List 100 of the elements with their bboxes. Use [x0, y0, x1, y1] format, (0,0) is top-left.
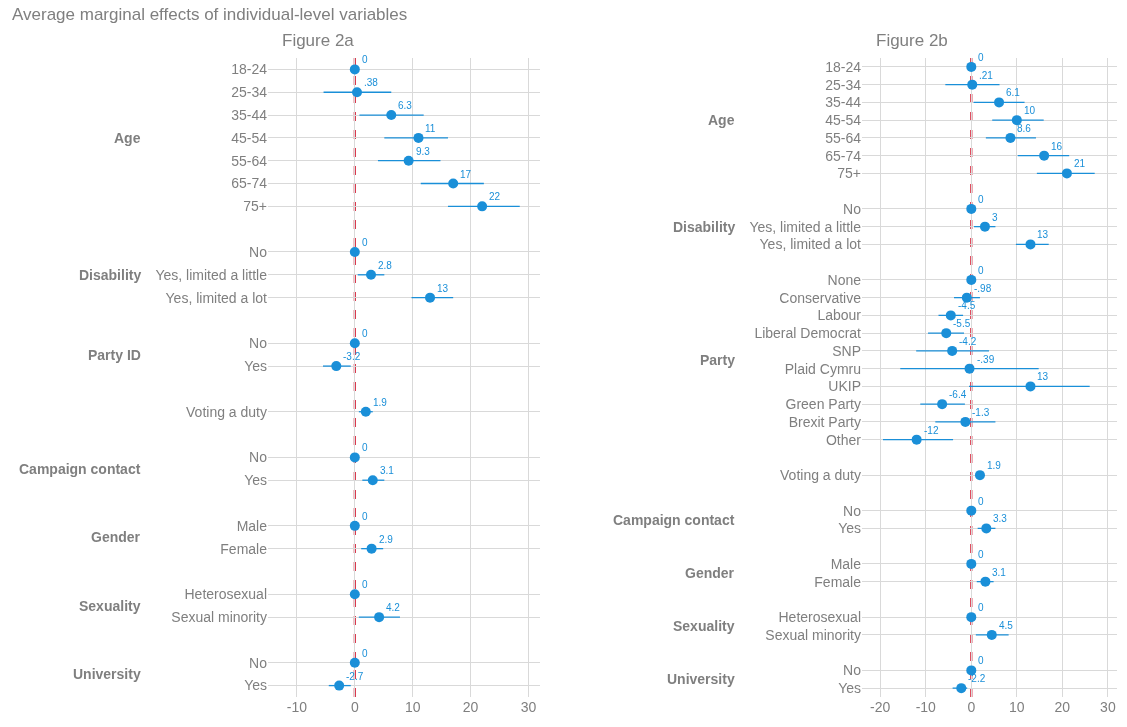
data-label: 0 [978, 265, 984, 276]
y-tick-label: UKIP [828, 378, 861, 395]
chart-title: Figure 2b [876, 31, 948, 50]
y2-tick-label: Age [708, 112, 735, 128]
y-tick-label: Sexual minority [765, 626, 861, 643]
data-label: 8.6 [1017, 123, 1032, 134]
y-tick-label: Yes, limited a lot [759, 236, 862, 253]
y-tick-label: Yes [244, 472, 267, 489]
y-tick-label: 25-34 [231, 84, 268, 101]
y-tick-label: Male [830, 555, 862, 572]
y-tick-label: No [249, 335, 268, 352]
data-label: 1.9 [373, 397, 388, 408]
point [349, 452, 360, 463]
y-tick-label: No [843, 502, 862, 519]
data-label: .38 [364, 77, 379, 88]
y2-tick-label: Gender [91, 529, 141, 545]
x-tick-label: 30 [520, 699, 537, 715]
data-label: 17 [460, 169, 472, 180]
data-label: 11 [425, 123, 436, 134]
y-tick-label: 18-24 [231, 61, 268, 78]
data-label: 0 [978, 52, 984, 63]
point [367, 475, 378, 486]
point [937, 399, 948, 410]
y-tick-label: Brexit Party [788, 413, 861, 430]
data-label: 13 [1037, 371, 1049, 382]
data-label: -4.2 [959, 336, 977, 347]
point [349, 246, 360, 257]
y-tick-label: SNP [832, 342, 861, 359]
y-tick-label: 75+ [837, 165, 861, 182]
y-tick-label: No [843, 662, 862, 679]
y-tick-label: 55-64 [825, 129, 862, 146]
x-tick-label: 20 [1054, 699, 1071, 715]
point [911, 434, 922, 445]
y2-tick-label: Disability [673, 219, 736, 235]
point [966, 61, 977, 72]
y-tick-label: 18-24 [825, 58, 862, 75]
point [448, 178, 459, 189]
point [349, 338, 360, 349]
y-tick-label: Male [236, 517, 268, 534]
point [967, 79, 978, 90]
chart-title: Figure 2a [282, 31, 355, 50]
x-tick-label: -20 [870, 699, 891, 715]
y2-tick-label: Age [114, 130, 141, 146]
point [425, 292, 436, 303]
point [966, 505, 977, 516]
y-tick-label: Yes [244, 357, 267, 374]
data-label: 0 [362, 54, 368, 65]
point [349, 64, 360, 75]
y-tick-label: 65-74 [231, 175, 268, 192]
y-tick-label: 35-44 [231, 106, 268, 123]
point [374, 612, 385, 623]
x-tick-label: 0 [350, 699, 359, 715]
point [941, 328, 952, 339]
y-tick-label: Yes [838, 680, 861, 697]
y-tick-label: 45-54 [825, 112, 862, 129]
y-tick-label: 75+ [243, 198, 267, 215]
point [360, 406, 371, 417]
point [986, 629, 997, 640]
y-tick-label: 45-54 [231, 129, 268, 146]
point [980, 576, 991, 587]
point [386, 110, 397, 121]
y-tick-label: Plaid Cymru [784, 360, 861, 377]
data-label: 1.9 [987, 460, 1002, 471]
x-tick-label: 10 [1009, 699, 1025, 715]
data-label: 0 [362, 648, 368, 659]
data-label: 16 [1051, 141, 1063, 152]
y2-tick-label: Sexuality [79, 598, 141, 614]
y2-tick-label: Sexuality [673, 618, 735, 634]
point [994, 97, 1005, 108]
data-label: 3.1 [992, 567, 1007, 578]
data-label: 0 [978, 549, 984, 560]
y-tick-label: Green Party [785, 396, 861, 413]
data-label: 10 [1024, 105, 1036, 116]
x-tick-label: -10 [286, 699, 308, 715]
y-tick-label: Labour [817, 307, 862, 324]
point [331, 361, 342, 372]
point [477, 201, 488, 212]
y-tick-label: None [827, 271, 862, 288]
y-tick-label: Conservative [779, 289, 862, 306]
point [349, 520, 360, 531]
point [349, 589, 360, 600]
data-label: 0 [362, 442, 368, 453]
data-label: 0 [978, 496, 984, 507]
y2-tick-label: Party ID [88, 347, 141, 363]
y2-tick-label: Campaign contact [613, 512, 735, 528]
point [403, 155, 414, 166]
point [981, 523, 992, 534]
y-tick-label: Heterosexual [778, 609, 861, 626]
y-tick-label: No [249, 449, 268, 466]
y2-tick-label: Disability [79, 267, 142, 283]
data-label: 0 [362, 328, 368, 339]
data-label: 4.2 [386, 602, 401, 613]
point [945, 310, 956, 321]
y-tick-label: Liberal Democrat [754, 325, 862, 342]
data-label: 0 [362, 237, 368, 248]
point [974, 470, 985, 481]
y-tick-label: Yes, limited a little [155, 266, 268, 283]
point [964, 363, 975, 374]
text: Average marginal effects of individual-level variables [12, 5, 408, 24]
data-label: 0 [978, 602, 984, 613]
